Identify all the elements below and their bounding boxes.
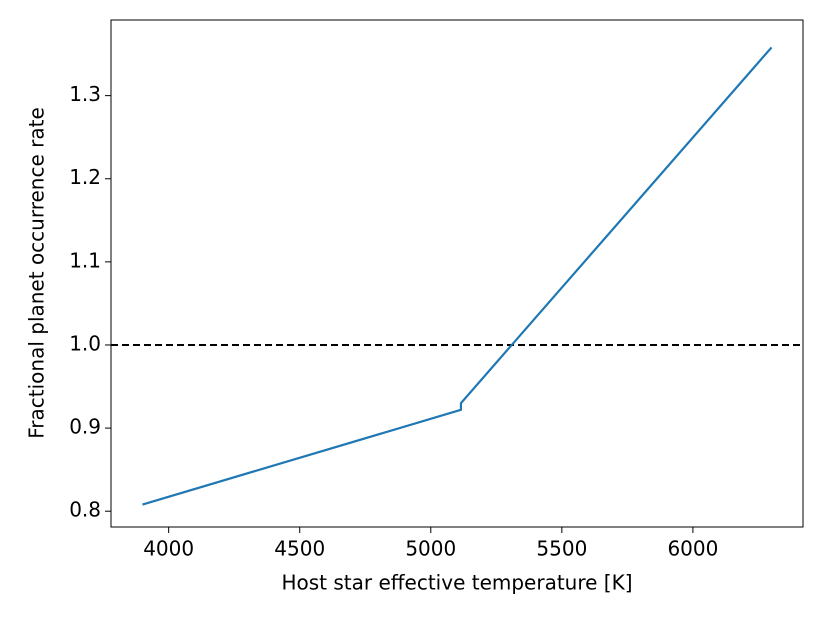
x-tick-label: 4500 xyxy=(274,537,325,561)
y-tick-label: 1.3 xyxy=(69,82,101,106)
data-line xyxy=(142,46,773,506)
x-tick-label: 6000 xyxy=(667,537,718,561)
y-tick-label: 1.2 xyxy=(69,165,101,189)
x-tick-label: 4000 xyxy=(143,537,194,561)
y-tick-label: 0.8 xyxy=(69,498,101,522)
x-axis-label: Host star effective temperature [K] xyxy=(281,571,632,595)
x-tick-label: 5500 xyxy=(536,537,587,561)
x-tick-label: 5000 xyxy=(405,537,456,561)
y-tick-label: 1.1 xyxy=(69,248,101,272)
y-tick-label: 1.0 xyxy=(69,331,101,355)
y-axis-label: Fractional planet occurrence rate xyxy=(25,107,49,439)
plot-frame xyxy=(110,19,804,528)
y-tick-label: 0.9 xyxy=(69,415,101,439)
